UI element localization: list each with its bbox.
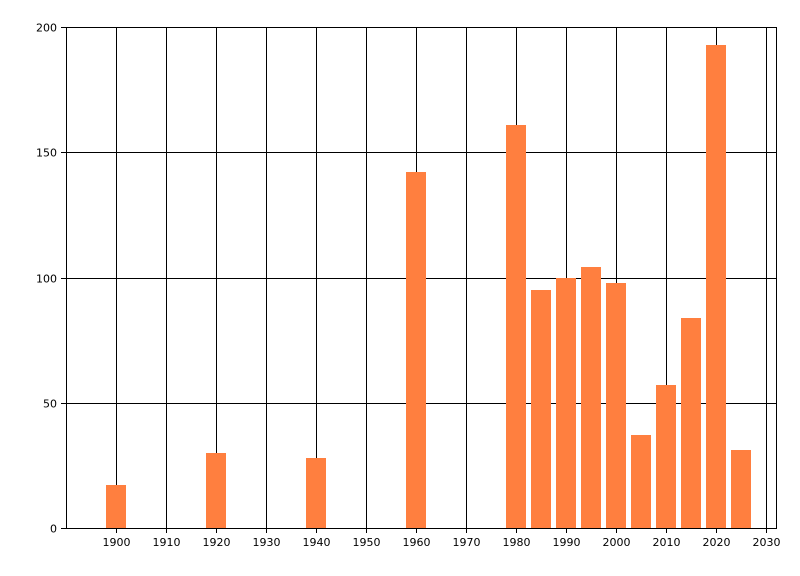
x-tick-label: 1910 [153, 536, 181, 549]
x-tick-label: 2030 [753, 536, 781, 549]
bar [631, 435, 651, 528]
bar [581, 267, 601, 528]
x-tick-label: 1940 [303, 536, 331, 549]
x-tick-label: 2020 [703, 536, 731, 549]
y-tick-label: 50 [43, 398, 57, 411]
bar [706, 45, 726, 528]
bar [206, 453, 226, 528]
x-tick-label: 2000 [603, 536, 631, 549]
x-tick-label: 1900 [103, 536, 131, 549]
x-tick-label: 2010 [653, 536, 681, 549]
y-tick-label: 100 [36, 273, 57, 286]
bar [106, 485, 126, 528]
y-tick-label: 150 [36, 147, 57, 160]
plot-border [66, 27, 777, 529]
x-tick-label: 1970 [453, 536, 481, 549]
bar [556, 278, 576, 528]
y-tick-label: 0 [50, 523, 57, 536]
bar [506, 125, 526, 528]
bar [656, 385, 676, 528]
bar [406, 172, 426, 528]
bars [106, 45, 751, 528]
x-tick-label: 1990 [553, 536, 581, 549]
axes [61, 27, 777, 533]
bar [606, 283, 626, 528]
x-tick-label: 1980 [503, 536, 531, 549]
tick-labels: 0 50 100 150 200 1900 1910 1920 1930 1940 1950 1960… [36, 22, 781, 550]
x-tick-label: 1960 [403, 536, 431, 549]
x-tick-label: 1920 [203, 536, 231, 549]
y-tick-label: 200 [36, 22, 57, 35]
x-tick-label: 1950 [353, 536, 381, 549]
bar [531, 290, 551, 528]
bar [306, 458, 326, 528]
bar [681, 318, 701, 528]
x-tick-label: 1930 [253, 536, 281, 549]
bar [731, 450, 751, 528]
